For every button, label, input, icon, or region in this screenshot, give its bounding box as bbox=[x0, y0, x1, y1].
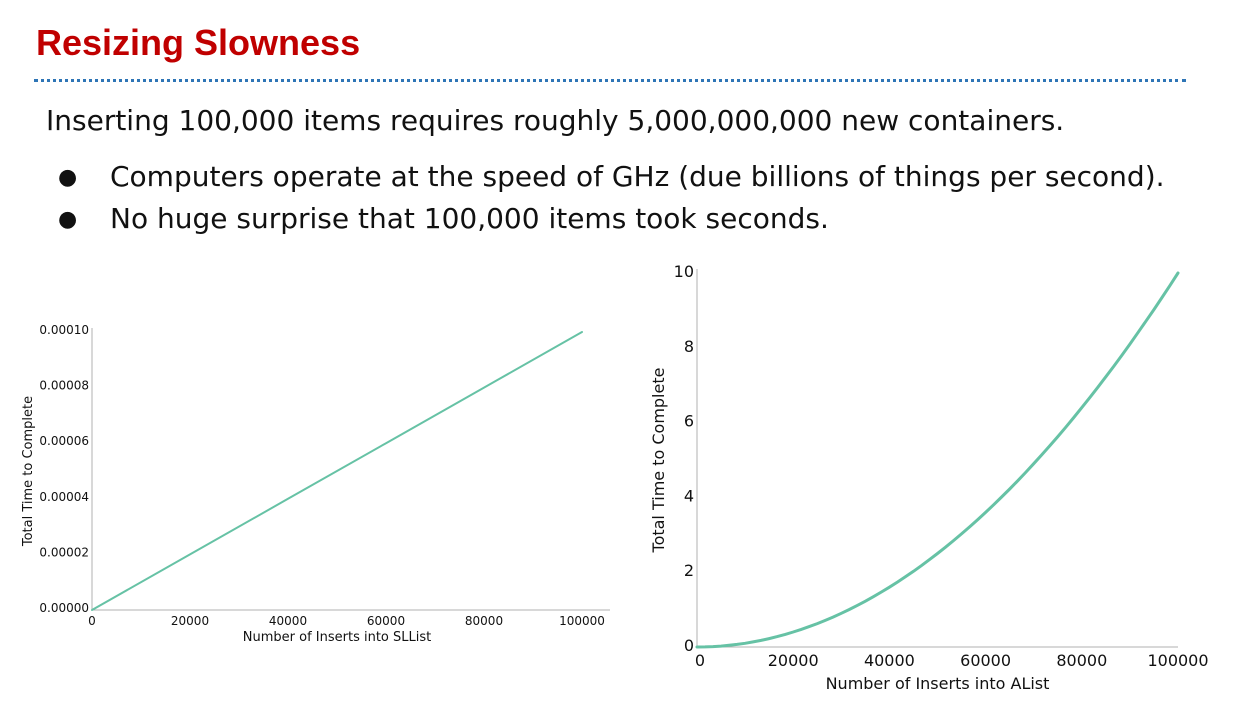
y-tick-label: 0.00000 bbox=[39, 601, 89, 615]
y-tick-label: 0.00008 bbox=[39, 379, 89, 393]
title-divider bbox=[34, 79, 1186, 82]
x-tick-label: 0 bbox=[695, 651, 705, 670]
bullet-text: Computers operate at the speed of GHz (d… bbox=[110, 160, 1165, 193]
x-tick-label: 100000 bbox=[559, 614, 605, 628]
x-tick-label: 100000 bbox=[1147, 651, 1208, 670]
y-axis-label: Total Time to Complete bbox=[649, 368, 668, 554]
y-tick-label: 0.00004 bbox=[39, 490, 89, 504]
slide-title: Resizing Slowness bbox=[36, 22, 361, 63]
bullet-item: ● Computers operate at the speed of GHz (… bbox=[58, 156, 1165, 198]
lead-text: Inserting 100,000 items requires roughly… bbox=[46, 104, 1065, 137]
x-tick-label: 80000 bbox=[465, 614, 503, 628]
x-tick-label: 60000 bbox=[367, 614, 405, 628]
y-tick-label: 8 bbox=[684, 337, 694, 356]
y-tick-label: 0 bbox=[684, 636, 694, 655]
bullet-icon: ● bbox=[58, 165, 78, 190]
x-tick-label: 40000 bbox=[269, 614, 307, 628]
y-axis-label: Total Time to Complete bbox=[21, 396, 36, 547]
bullet-text: No huge surprise that 100,000 items took… bbox=[110, 202, 829, 235]
y-tick-label: 2 bbox=[684, 561, 694, 580]
y-tick-label: 6 bbox=[684, 412, 694, 431]
y-tick-label: 10 bbox=[674, 262, 694, 281]
bullet-item: ● No huge surprise that 100,000 items too… bbox=[58, 198, 1165, 240]
x-axis-label: Number of Inserts into SLList bbox=[243, 630, 431, 645]
x-tick-label: 20000 bbox=[171, 614, 209, 628]
x-tick-label: 60000 bbox=[960, 651, 1011, 670]
x-tick-label: 80000 bbox=[1056, 651, 1107, 670]
y-tick-label: 0.00002 bbox=[39, 545, 89, 559]
x-tick-label: 40000 bbox=[864, 651, 915, 670]
series-line bbox=[695, 271, 1180, 649]
sllist-chart: 0 20000 40000 60000 80000 100000 0.00000 0.0000… bbox=[21, 323, 610, 645]
x-tick-label: 20000 bbox=[768, 651, 819, 670]
y-tick-label: 0.00010 bbox=[39, 323, 89, 337]
y-tick-label: 4 bbox=[684, 486, 694, 505]
bullet-icon: ● bbox=[58, 207, 78, 232]
x-axis-label: Number of Inserts into AList bbox=[826, 674, 1050, 693]
series-line bbox=[91, 331, 583, 611]
y-tick-label: 0.00006 bbox=[39, 434, 89, 448]
x-tick-label: 0 bbox=[88, 614, 96, 628]
bullet-list: ● Computers operate at the speed of GHz (… bbox=[58, 156, 1165, 240]
